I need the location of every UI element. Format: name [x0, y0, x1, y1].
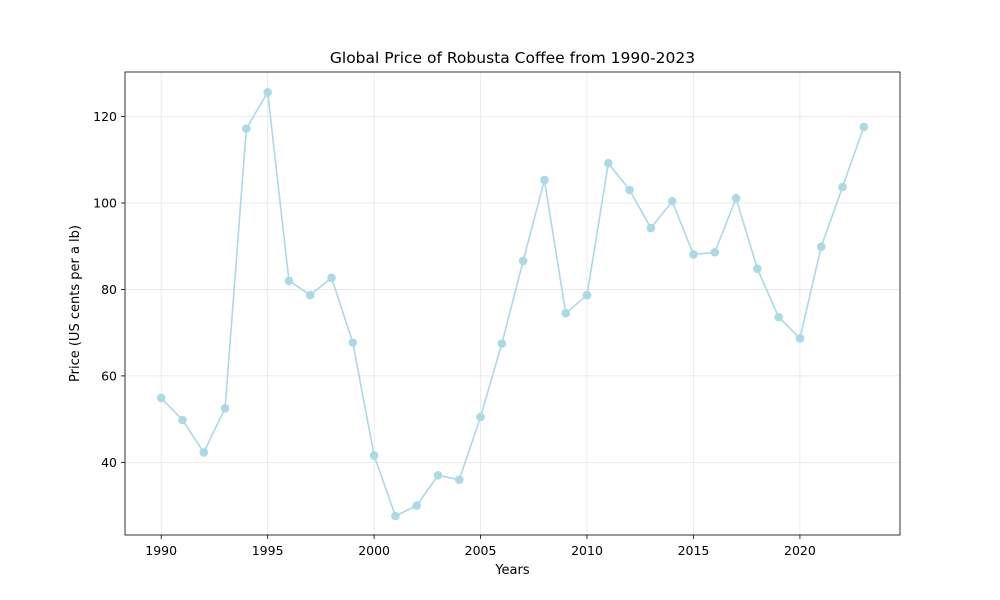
data-point — [178, 415, 187, 425]
x-tick-label: 2010 — [571, 543, 603, 558]
data-point — [476, 412, 485, 422]
data-point — [795, 334, 805, 343]
data-point — [582, 290, 592, 300]
data-point — [838, 182, 847, 192]
data-point — [646, 223, 656, 233]
x-axis-title: Years — [494, 563, 530, 578]
data-point — [327, 273, 336, 283]
y-tick-label: 40 — [101, 455, 117, 470]
data-point — [305, 290, 315, 300]
series-line — [160, 91, 865, 517]
x-tick-label: 1990 — [145, 543, 177, 558]
data-point — [433, 471, 443, 480]
series-robusta-price — [156, 88, 869, 521]
data-point — [348, 338, 358, 347]
x-tick-label: 2000 — [358, 543, 390, 558]
y-axis-title: Price (US cents per a lb) — [68, 225, 83, 382]
data-point — [497, 339, 507, 348]
data-point — [391, 511, 400, 521]
data-point — [156, 393, 166, 403]
data-point — [689, 250, 698, 259]
data-point — [220, 404, 230, 413]
y-tick-label: 60 — [101, 368, 117, 383]
x-tick-label: 1995 — [252, 543, 284, 558]
data-point — [412, 501, 421, 510]
data-point — [710, 247, 720, 257]
data-point — [518, 256, 528, 266]
x-tick-label: 2015 — [678, 543, 710, 558]
data-point — [625, 185, 634, 195]
data-point — [263, 88, 272, 97]
data-point — [859, 122, 869, 132]
data-point — [242, 124, 251, 133]
plot-frame — [124, 71, 901, 536]
x-tick-label: 2005 — [465, 543, 497, 558]
data-point — [199, 448, 209, 457]
data-point — [454, 475, 464, 484]
x-tick-label: 2020 — [784, 543, 816, 558]
y-tick-label: 80 — [101, 282, 117, 297]
data-point — [540, 175, 549, 185]
chart-title: Global Price of Robusta Coffee from 1990… — [330, 49, 695, 67]
data-point — [604, 158, 613, 168]
data-point — [816, 242, 826, 251]
data-point — [284, 276, 294, 286]
data-point — [753, 264, 762, 273]
y-tick-label: 100 — [93, 195, 117, 210]
data-point — [774, 312, 783, 322]
axes: 1990 1995 2000 2005 2010 2015 2020 40 60 80 100 120 — [93, 71, 901, 558]
y-tick-label: 120 — [93, 109, 117, 124]
data-point — [369, 451, 379, 460]
data-point — [561, 308, 571, 318]
data-point — [731, 193, 741, 203]
data-point — [667, 196, 677, 206]
